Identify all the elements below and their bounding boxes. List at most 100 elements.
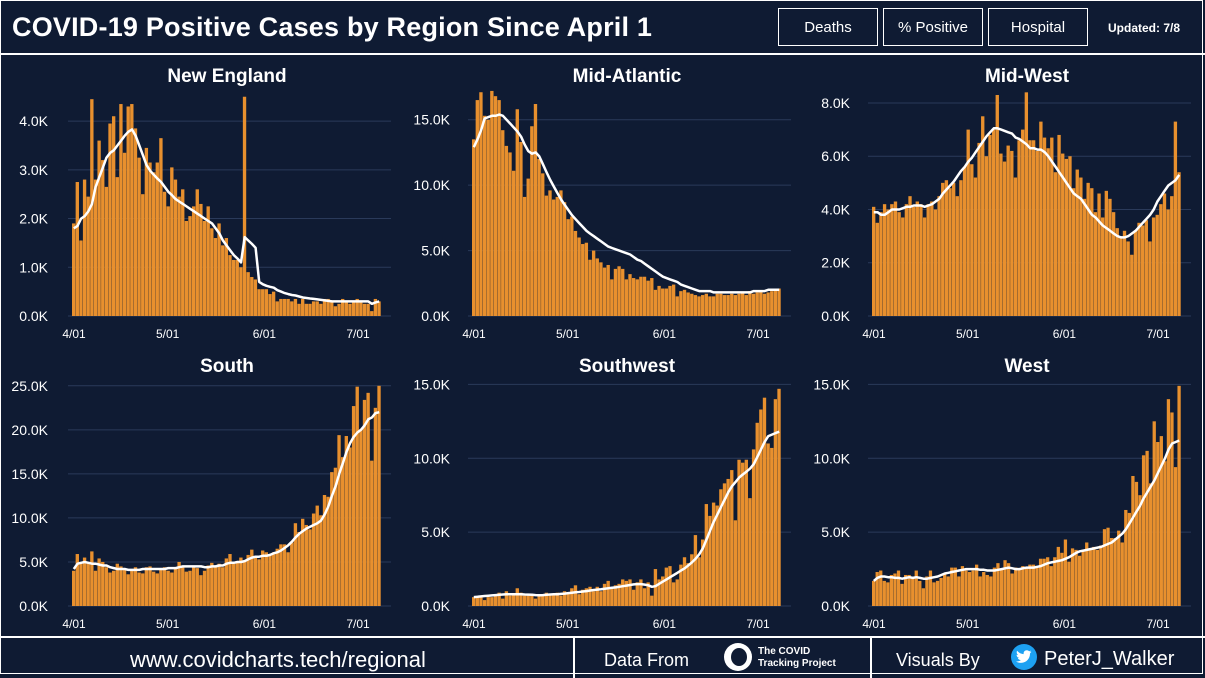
bar (530, 126, 534, 316)
bar (948, 188, 952, 316)
y-tick-label: 10.0K (413, 177, 450, 193)
bar (897, 212, 901, 316)
bar (744, 459, 748, 606)
bar (101, 160, 105, 316)
bar (166, 570, 170, 606)
bar (275, 301, 279, 316)
bar (1166, 209, 1170, 316)
bar (581, 589, 585, 606)
x-tick-label: 4/01 (62, 327, 86, 341)
bar (533, 104, 538, 316)
bar (904, 204, 909, 316)
bar (479, 595, 483, 606)
updated-label: Updated: 7/8 (1108, 21, 1181, 35)
source-logo-text[interactable]: The COVID Tracking Project (758, 646, 836, 670)
bar (708, 296, 712, 316)
bar (926, 204, 930, 316)
bar (951, 182, 956, 316)
bar (722, 483, 727, 606)
bar (526, 178, 530, 316)
bar (711, 296, 716, 316)
bar (202, 220, 207, 316)
bar (959, 180, 963, 316)
bar (246, 554, 250, 606)
bar (213, 238, 218, 316)
bar (893, 573, 897, 606)
bar (562, 202, 567, 316)
bar (935, 580, 940, 606)
x-tick-label: 4/01 (462, 617, 486, 631)
x-tick-label: 4/01 (62, 617, 86, 631)
bar (1173, 467, 1178, 606)
bar (301, 518, 305, 606)
bar (90, 99, 94, 317)
bar (960, 566, 965, 606)
percent-positive-button[interactable]: % Positive (883, 8, 983, 46)
bar (922, 217, 927, 316)
bar (1156, 442, 1160, 606)
site-url-link[interactable]: www.covidcharts.tech/regional (130, 647, 426, 672)
bar (271, 291, 276, 316)
bar (159, 138, 163, 316)
bar (653, 569, 658, 606)
bar (737, 293, 741, 316)
bar (246, 272, 250, 316)
bar (566, 592, 570, 606)
bar (1130, 254, 1134, 316)
bar (224, 238, 229, 316)
bar (953, 567, 957, 606)
bar (1060, 552, 1064, 606)
bar (610, 588, 614, 606)
bar (599, 262, 603, 316)
source-line2: Tracking Project (758, 658, 836, 669)
bar (762, 397, 767, 606)
bar (308, 529, 312, 606)
author-handle[interactable]: PeterJ_Walker (1044, 648, 1175, 670)
bar (501, 598, 505, 606)
x-tick-label: 5/01 (156, 617, 180, 631)
bar (914, 570, 918, 606)
x-tick-label: 5/01 (956, 617, 980, 631)
x-tick-label: 7/01 (346, 327, 370, 341)
moving-average-line (873, 127, 1181, 239)
bar (330, 472, 334, 606)
twitter-icon[interactable] (1011, 644, 1037, 670)
bar (657, 285, 661, 316)
bar (730, 470, 734, 606)
bar (90, 551, 94, 606)
bar (268, 294, 272, 316)
bar (311, 513, 316, 606)
hospital-button[interactable]: Hospital (988, 8, 1088, 46)
bar (668, 285, 672, 316)
bar (1031, 564, 1036, 606)
bar (82, 179, 87, 316)
bar (162, 567, 167, 606)
visuals-by-label: Visuals By (896, 650, 980, 670)
bar (155, 573, 159, 606)
bar (886, 582, 890, 606)
bar (519, 592, 523, 606)
x-tick-label: 6/01 (1053, 327, 1077, 341)
bar (231, 259, 236, 316)
bar (751, 449, 756, 606)
bar (322, 495, 327, 606)
bar (1138, 495, 1142, 606)
bar (177, 196, 181, 316)
bar (555, 592, 559, 606)
deaths-button[interactable]: Deaths (778, 8, 878, 46)
bar (624, 279, 629, 316)
bar (326, 496, 330, 606)
bar (148, 162, 152, 316)
bar (1101, 217, 1105, 316)
bar (202, 570, 207, 606)
bar (144, 147, 149, 316)
bar (581, 244, 585, 316)
bar (479, 92, 483, 316)
bar (1035, 150, 1039, 316)
bar (1141, 225, 1145, 316)
bar (101, 561, 105, 606)
bar (577, 237, 581, 316)
bar (206, 565, 210, 606)
bar (1024, 92, 1029, 316)
